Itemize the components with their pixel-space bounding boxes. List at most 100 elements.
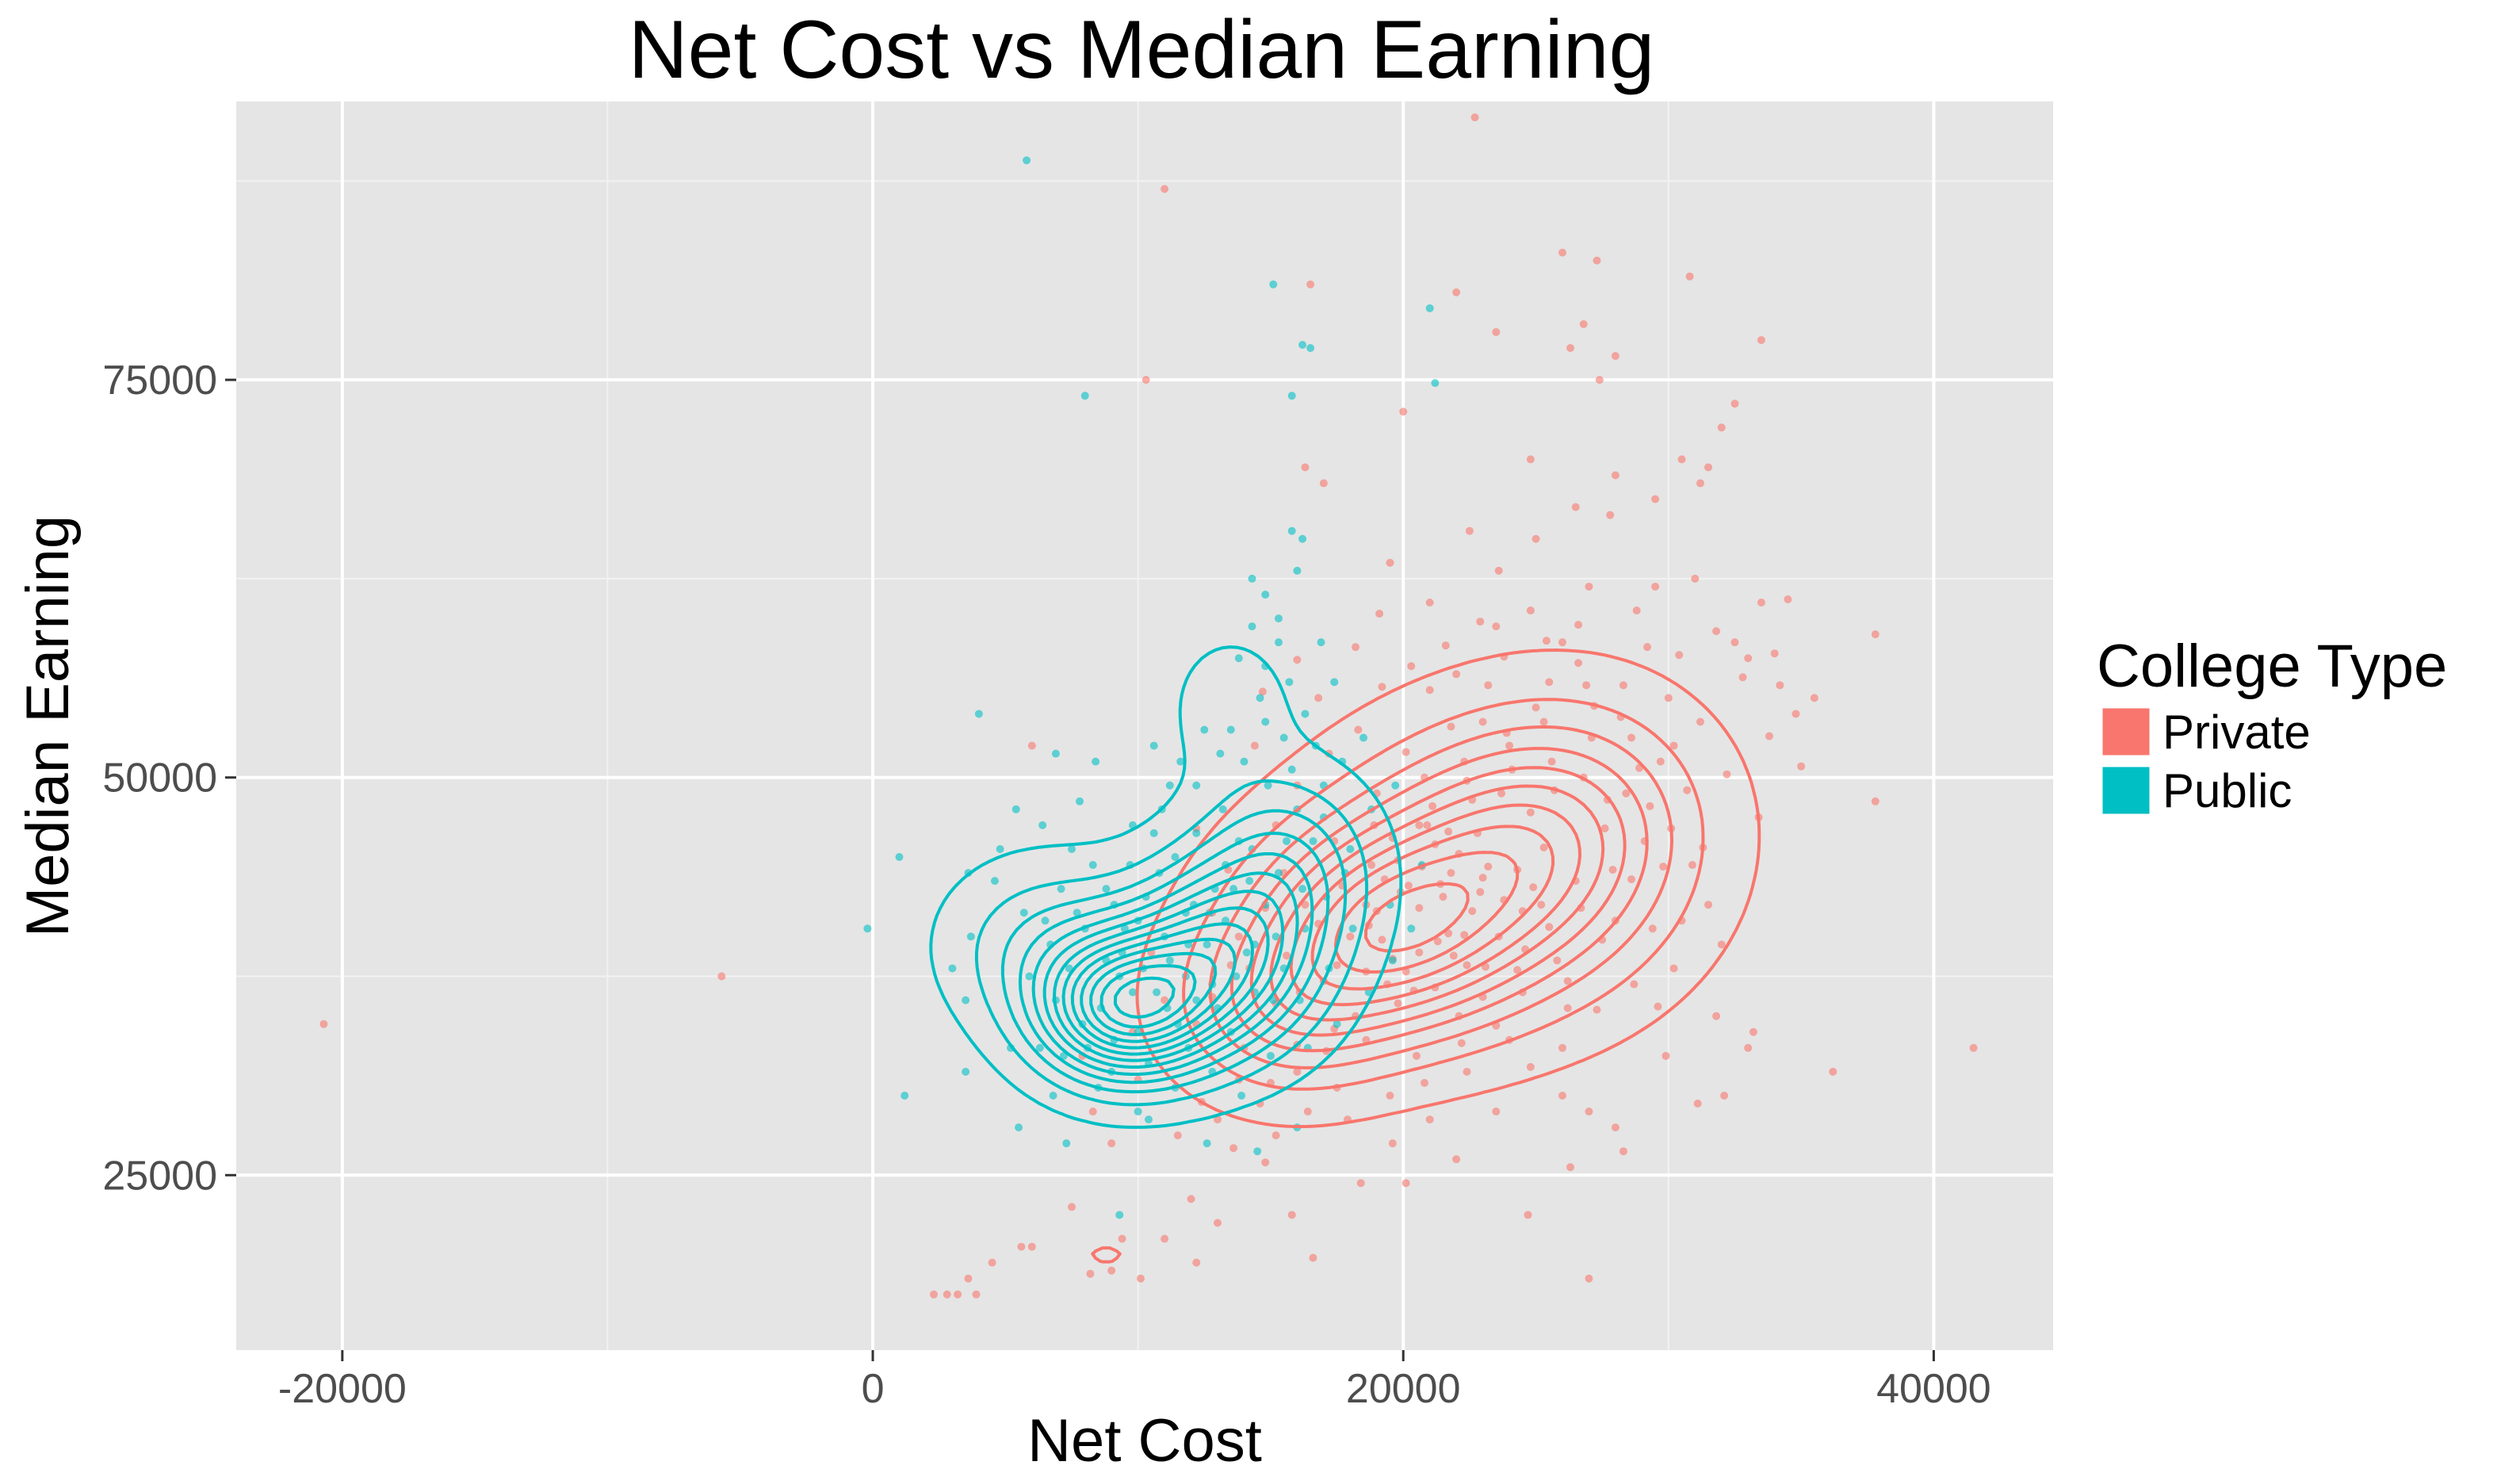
data-point-private [1478,874,1487,882]
data-point-public [1248,622,1256,631]
y-axis-title: Median Earning [14,515,82,937]
data-point-private [1283,951,1291,960]
data-point-private [1214,1219,1222,1227]
data-point-private [1582,681,1591,690]
data-point-private [717,972,726,981]
data-point-private [1749,1027,1757,1036]
data-point-private [1643,643,1652,652]
data-point-private [1386,1091,1394,1100]
data-point-private [1558,248,1566,257]
data-point-private [1303,1108,1312,1116]
data-point-private [1585,1274,1593,1283]
data-point-public [1274,869,1283,878]
density-contour-public [1053,890,1285,1062]
data-point-private [1696,479,1704,488]
data-point-private [1595,376,1604,385]
data-point-private [1871,630,1879,639]
data-point-private [1784,595,1792,603]
data-point-public [1388,956,1397,965]
data-point-private [1723,770,1731,779]
minor-gridlines [236,101,2053,1350]
data-point-private [1757,599,1765,607]
data-point-private [1720,1091,1729,1100]
data-point-public [1287,392,1296,400]
data-point-private [1685,272,1694,281]
x-tick-label: -20000 [278,1366,407,1412]
density-contour-public [1042,871,1299,1069]
data-point-private [1648,924,1657,933]
data-point-private [1497,789,1506,798]
data-point-public [1035,1043,1044,1052]
density-contour-public [1113,976,1176,1019]
data-point-public [1149,741,1158,750]
data-point-private [1465,526,1474,535]
density-contour-public [1099,964,1197,1029]
data-point-private [1107,1266,1116,1275]
data-point-public [1425,304,1434,312]
data-point-public [895,853,904,862]
data-point-private [1622,789,1631,798]
data-point-private [1447,722,1455,731]
data-point-public [1023,156,1031,165]
data-point-private [1585,1108,1593,1116]
data-point-private [1309,1253,1317,1262]
legend-title: College Type [2097,633,2447,700]
data-point-private [1677,455,1686,464]
data-point-private [1539,717,1548,726]
data-point-private [1810,694,1818,702]
data-point-private [1606,511,1615,519]
data-point-public [1203,1139,1211,1148]
data-point-private [1829,1067,1837,1076]
data-point-public [1088,861,1097,870]
data-point-private [1492,622,1501,631]
data-point-public [1115,1211,1124,1219]
data-point-private [1476,618,1485,626]
data-point-private [1399,407,1408,416]
data-point-public [1407,924,1416,933]
data-point-private [1301,463,1310,472]
data-point-private [1611,471,1619,480]
data-point-private [1271,1131,1280,1140]
legend-label-private: Private [2162,706,2311,759]
data-point-private [1513,966,1522,974]
data-point-private [1447,869,1455,878]
data-point-public [1271,932,1280,941]
data-point-private [1571,503,1580,511]
data-point-public [1080,392,1089,400]
legend-key-public [2100,764,2152,817]
data-point-public [1279,733,1288,742]
data-point-private [1484,681,1493,690]
data-point-private [1662,1051,1670,1060]
data-point-private [1441,641,1450,650]
data-point-private [1352,643,1360,652]
data-point-private [1704,463,1713,472]
y-tick-label: 50000 [102,756,217,802]
data-point-private [1526,808,1535,817]
data-point-public [1330,678,1339,687]
data-point-private [1484,863,1493,871]
data-point-public [1051,749,1060,758]
data-point-private [1250,741,1259,750]
data-point-private [1388,1139,1397,1148]
data-point-public [1067,844,1076,853]
data-point-private [1664,694,1673,702]
data-point-public [1038,821,1047,829]
data-point-private [1386,558,1394,567]
data-point-public [1274,614,1283,623]
data-point-private [1494,566,1503,575]
data-point-public [1240,757,1249,766]
data-point-public [1134,1108,1142,1116]
y-tick-label: 75000 [102,358,217,404]
data-point-private [1470,113,1479,122]
data-point-private [1566,1163,1575,1172]
data-point-private [1136,1274,1145,1283]
data-point-public [1245,877,1254,886]
data-point-public [996,844,1004,853]
data-point-private [1871,797,1879,805]
data-point-private [1229,1144,1238,1153]
data-point-private [1563,1004,1572,1012]
data-point-public [1171,853,1180,862]
data-point-private [1301,901,1310,909]
data-point-public [1092,757,1100,766]
data-point-public [1283,836,1291,845]
